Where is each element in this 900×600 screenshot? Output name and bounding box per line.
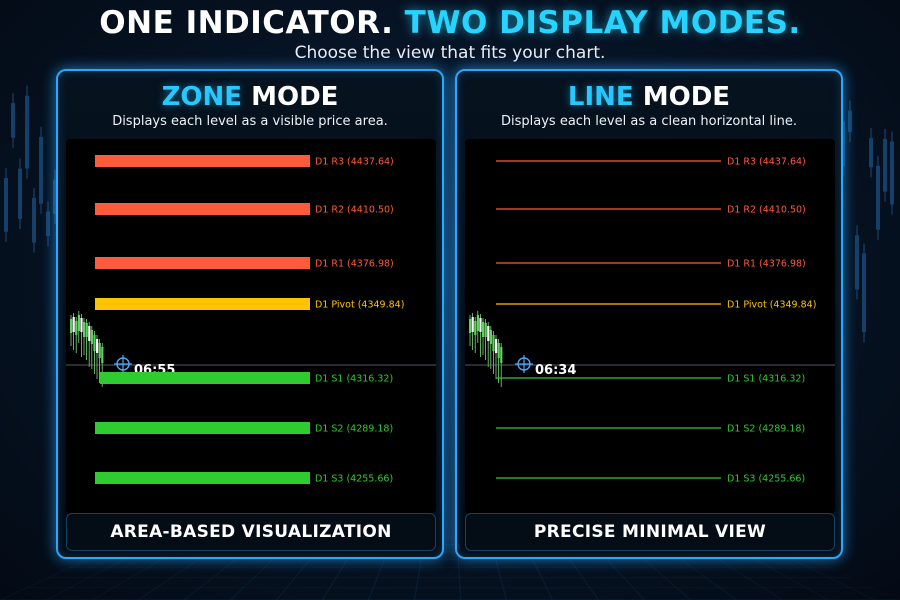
panel-description: Displays each level as a visible price a… (112, 114, 388, 129)
header: ONE INDICATOR. TWO DISPLAY MODES. Choose… (0, 4, 900, 64)
candle-body (482, 322, 485, 337)
level-zone-bar (95, 257, 310, 269)
candle-body (471, 317, 474, 332)
panel-title-highlight: LINE (567, 82, 634, 112)
level-label: D1 S3 (4255.66) (315, 474, 393, 485)
candle-body (70, 319, 73, 333)
line-chart-svg: 06:34 D1 R3 (4437.64) D1 R2 (4410.50) D1 R1… (465, 157, 835, 485)
panel-description: Displays each level as a clean horizonta… (501, 114, 797, 129)
level-zone-bar (95, 203, 310, 215)
candle-body (80, 318, 83, 332)
bg-candle-body (848, 110, 852, 133)
candle-body (72, 317, 75, 332)
candle-body (497, 343, 500, 358)
headline-part2: TWO DISPLAY MODES. (404, 5, 801, 41)
level-zone-bar (100, 372, 310, 384)
level-label: D1 S3 (4255.66) (727, 474, 805, 485)
bg-candle-body (46, 211, 50, 237)
candle-body (75, 321, 78, 335)
panel-title-rest: MODE (251, 82, 339, 112)
level-label: D1 Pivot (4349.84) (315, 300, 404, 311)
level-label: D1 Pivot (4349.84) (727, 300, 816, 311)
time-label: 06:34 (535, 363, 576, 378)
candle-body (98, 343, 101, 358)
candle-body (476, 315, 479, 331)
candle-body (77, 315, 80, 331)
level-label: D1 S2 (4289.18) (727, 424, 805, 435)
bg-candle-body (883, 138, 887, 192)
bg-candle-body (876, 165, 880, 230)
level-label: D1 S1 (4316.32) (727, 374, 805, 385)
subtitle: Choose the view that fits your chart. (294, 43, 606, 63)
bg-candle-body (4, 178, 8, 232)
headline-part1: ONE INDICATOR. (99, 5, 394, 41)
level-zone-bar (95, 422, 310, 434)
candle-body (474, 321, 477, 335)
panel-footer: AREA-BASED VISUALIZATION (66, 513, 436, 551)
candle-body (495, 339, 498, 353)
bg-candle-body (890, 141, 894, 205)
line-mode-panel: LINE MODE Displays each level as a clean… (455, 69, 843, 559)
candle-body (492, 335, 495, 351)
level-zone-bar (95, 155, 310, 167)
candle-body (479, 318, 482, 332)
line-mode-chart: 06:34 D1 R3 (4437.64) D1 R2 (4410.50) D1 R1… (465, 139, 835, 513)
bg-candle-body (11, 103, 15, 138)
candle-body (489, 330, 492, 344)
bg-candle-body (869, 138, 873, 168)
level-label: D1 R2 (4410.50) (315, 205, 394, 216)
candle-body (93, 335, 96, 351)
bg-candle-body (855, 235, 859, 290)
zone-mode-panel: ZONE MODE Displays each level as a visib… (56, 69, 444, 559)
level-label: D1 S2 (4289.18) (315, 424, 393, 435)
candle-body (487, 326, 490, 341)
zone-mode-chart: 06:55 D1 R3 (4437.64) D1 R2 (4410.50) D1 R1… (66, 139, 436, 513)
candle-body (469, 319, 472, 333)
candle-body (85, 323, 88, 337)
bg-candle-body (32, 197, 36, 243)
level-label: D1 R1 (4376.98) (315, 259, 394, 270)
candle-body (83, 322, 86, 337)
panel-title-rest: MODE (642, 82, 731, 112)
panel-title: LINE MODE (457, 81, 841, 113)
candlesticks (70, 311, 104, 387)
candle-body (96, 339, 99, 353)
bg-candle-body (841, 121, 845, 166)
level-label: D1 R3 (4437.64) (315, 157, 394, 168)
panel-title-highlight: ZONE (161, 82, 243, 112)
bg-candle-body (862, 253, 866, 333)
candle-body (88, 326, 91, 341)
panel-footer: PRECISE MINIMAL VIEW (465, 513, 835, 551)
bg-candle-body (25, 95, 29, 169)
level-label: D1 R3 (4437.64) (727, 157, 806, 168)
bg-candle-body (53, 179, 57, 214)
candle-body (90, 330, 93, 344)
level-zone-bar (95, 298, 310, 310)
bg-candle-body (18, 168, 22, 220)
headline: ONE INDICATOR. TWO DISPLAY MODES. (0, 4, 900, 42)
level-label: D1 S1 (4316.32) (315, 374, 393, 385)
level-zone-bar (95, 472, 310, 484)
candle-body (101, 347, 104, 363)
candle-body (500, 347, 503, 363)
level-label: D1 R2 (4410.50) (727, 205, 806, 216)
bg-candle-body (39, 136, 43, 204)
panel-title: ZONE MODE (58, 81, 442, 113)
crosshair-target-icon (515, 355, 533, 373)
candle-body (484, 323, 487, 337)
level-label: D1 R1 (4376.98) (727, 259, 806, 270)
candlesticks (469, 311, 503, 387)
crosshair-target-icon (114, 355, 132, 373)
